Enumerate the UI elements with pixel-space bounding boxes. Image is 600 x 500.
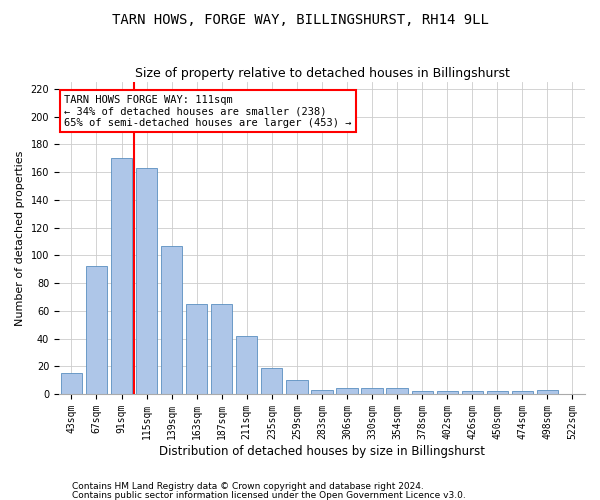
Bar — [136, 168, 157, 394]
Bar — [512, 391, 533, 394]
Bar — [161, 246, 182, 394]
Text: Contains public sector information licensed under the Open Government Licence v3: Contains public sector information licen… — [72, 490, 466, 500]
Bar — [386, 388, 408, 394]
Bar — [186, 304, 208, 394]
Bar — [537, 390, 558, 394]
Bar — [337, 388, 358, 394]
Bar — [437, 391, 458, 394]
Text: TARN HOWS FORGE WAY: 111sqm
← 34% of detached houses are smaller (238)
65% of se: TARN HOWS FORGE WAY: 111sqm ← 34% of det… — [64, 94, 352, 128]
Bar — [286, 380, 308, 394]
Bar — [86, 266, 107, 394]
Bar — [211, 304, 232, 394]
Y-axis label: Number of detached properties: Number of detached properties — [15, 150, 25, 326]
Bar — [412, 391, 433, 394]
Bar — [236, 336, 257, 394]
X-axis label: Distribution of detached houses by size in Billingshurst: Distribution of detached houses by size … — [159, 444, 485, 458]
Bar — [61, 373, 82, 394]
Bar — [261, 368, 283, 394]
Bar — [111, 158, 132, 394]
Text: Contains HM Land Registry data © Crown copyright and database right 2024.: Contains HM Land Registry data © Crown c… — [72, 482, 424, 491]
Bar — [487, 391, 508, 394]
Title: Size of property relative to detached houses in Billingshurst: Size of property relative to detached ho… — [134, 66, 509, 80]
Text: TARN HOWS, FORGE WAY, BILLINGSHURST, RH14 9LL: TARN HOWS, FORGE WAY, BILLINGSHURST, RH1… — [112, 12, 488, 26]
Bar — [361, 388, 383, 394]
Bar — [461, 391, 483, 394]
Bar — [311, 390, 332, 394]
